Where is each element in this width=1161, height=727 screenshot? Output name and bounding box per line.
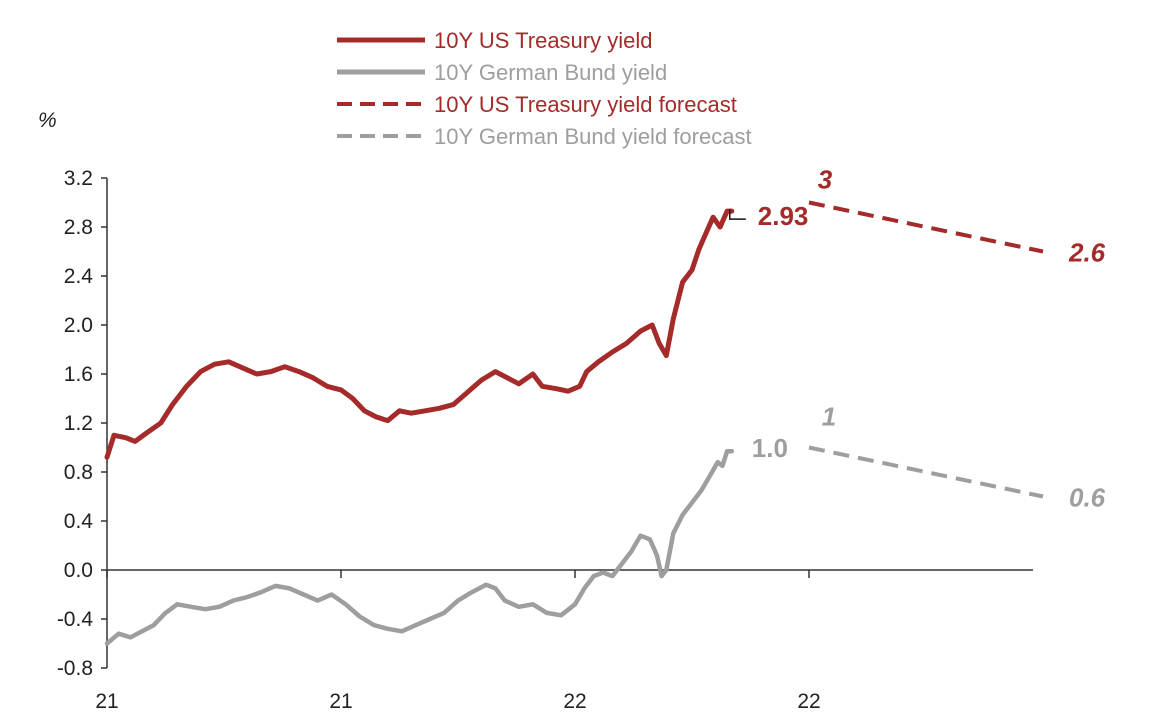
series-line-2 [808,200,1044,254]
series-layer [104,200,1044,646]
y-tick-label: 1.2 [64,412,93,435]
data-label: 3 [818,165,833,195]
y-tick-label: 0.8 [64,461,93,484]
legend-entry: 10Y US Treasury yield forecast [434,92,737,117]
data-label: 1 [822,402,836,432]
legend-entry: 10Y German Bund yield [434,60,667,85]
y-tick-label: 2.4 [64,265,94,288]
label-leader-line [729,209,746,220]
y-tick-label: 0.0 [64,559,93,582]
data-label: 0.6 [1069,483,1106,513]
y-tick-label: 1.6 [64,363,93,386]
legend: 10Y US Treasury yield 10Y German Bund yie… [337,28,752,149]
y-tick-label: -0.8 [57,657,93,680]
series-line-0 [104,208,735,460]
x-axis: 21 21 22 22 [95,569,1033,713]
annotation-layer: 2.93 1.0 3 2.6 1 0.6 [729,165,1106,513]
legend-entry: 10Y German Bund yield forecast [434,124,752,149]
series-line-1 [104,448,735,646]
y-axis: 3.2 2.8 2.4 2.0 1.6 1.2 0.8 0.4 0.0 -0.4 -0.8 [57,167,108,680]
y-tick-label: 2.8 [64,216,93,239]
data-label: 2.93 [758,201,809,231]
x-tick-label: 22 [797,690,820,713]
y-tick-label: 0.4 [64,510,94,533]
y-axis-label: % [38,109,57,132]
y-tick-label: -0.4 [57,608,94,631]
legend-entry: 10Y US Treasury yield [434,28,652,53]
data-label: 2.6 [1068,238,1106,268]
y-tick-label: 3.2 [64,167,93,190]
x-tick-label: 21 [95,690,118,713]
series-line-3 [808,445,1044,499]
x-tick-label: 22 [563,690,586,713]
y-tick-label: 2.0 [64,314,93,337]
data-label: 1.0 [752,433,788,463]
x-tick-label: 21 [329,690,352,713]
